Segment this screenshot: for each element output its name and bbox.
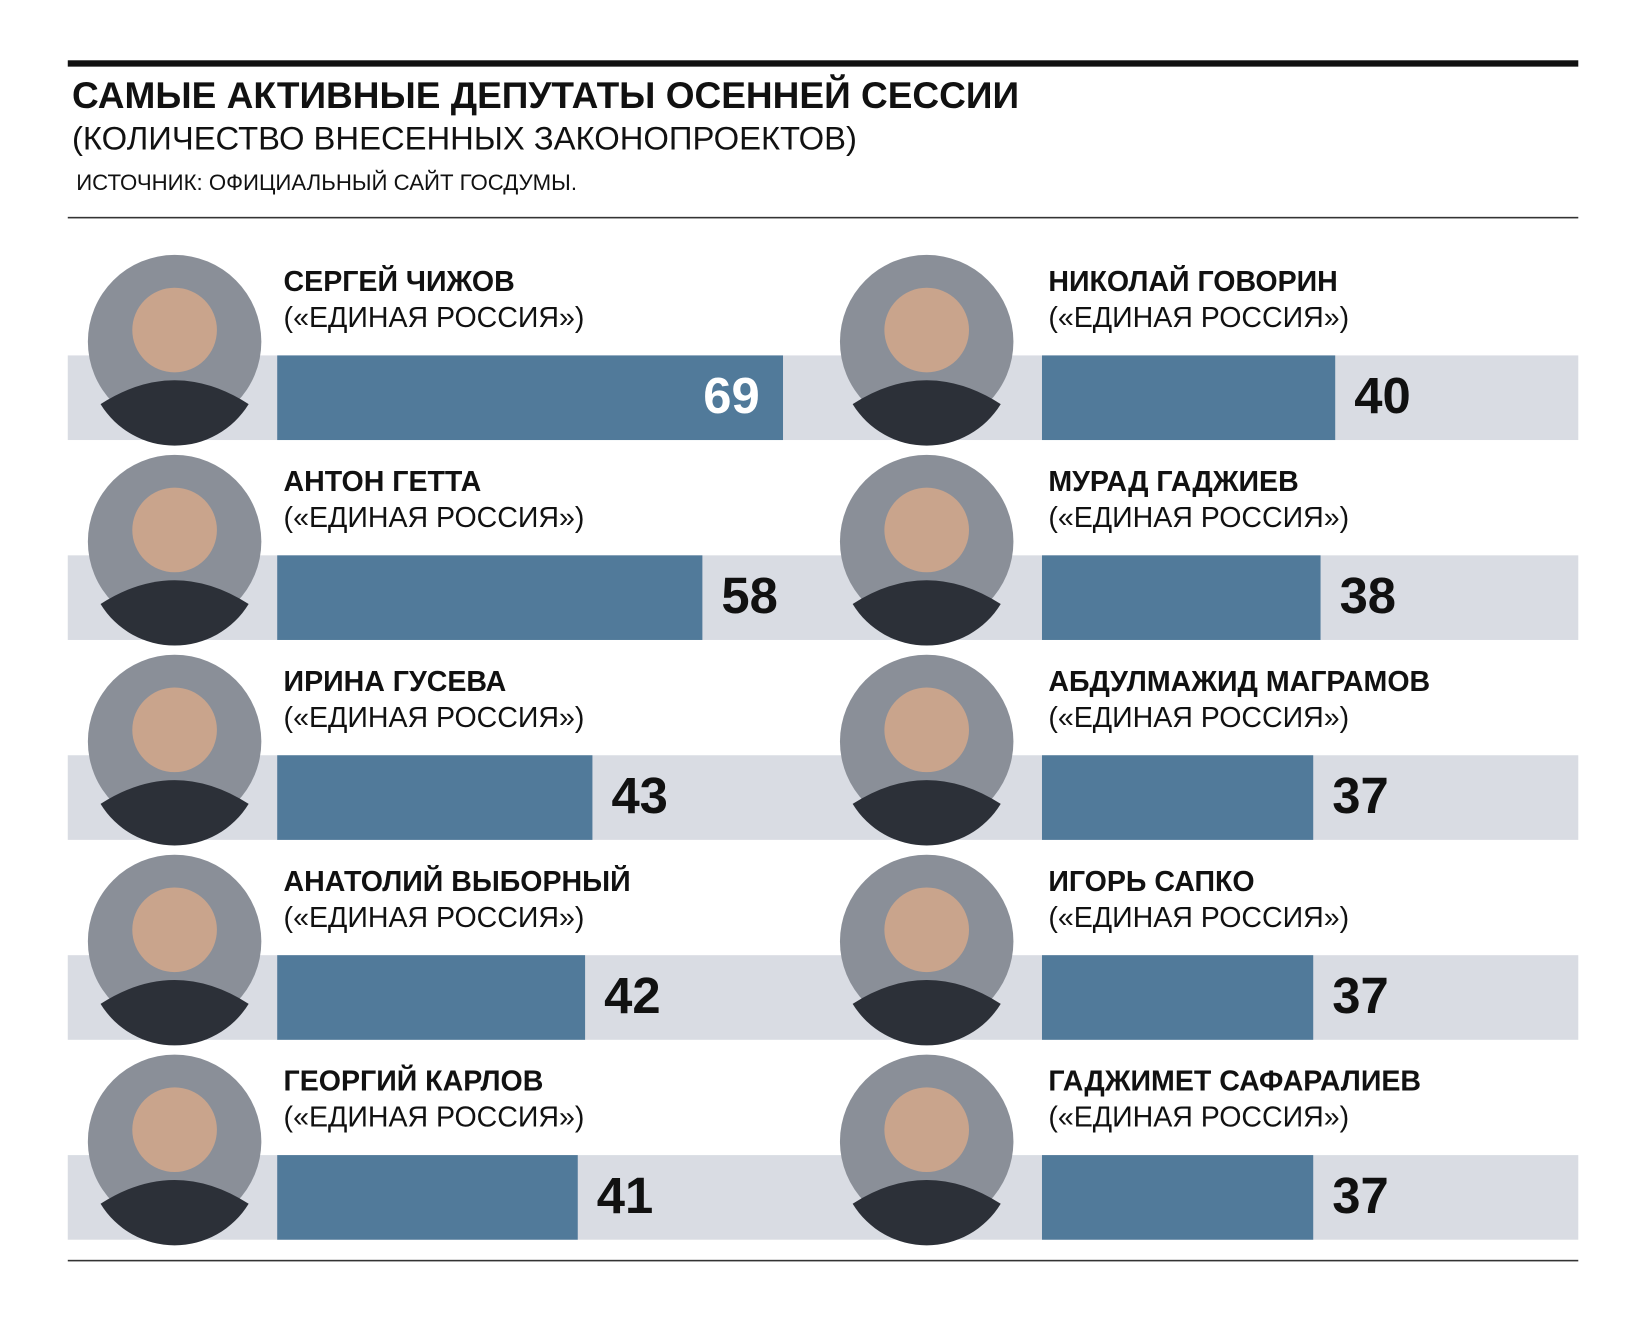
name: НИКОЛАЙ ГОВОРИН xyxy=(1048,266,1337,298)
photo-face xyxy=(884,287,970,373)
photo-body xyxy=(852,780,1001,846)
bar xyxy=(1041,355,1336,441)
photo-face xyxy=(884,887,970,973)
bar xyxy=(277,555,703,640)
bar xyxy=(1041,555,1321,640)
photo-body xyxy=(852,380,1001,446)
photo-face xyxy=(132,487,217,573)
bar xyxy=(277,355,784,441)
name: АНАТОЛИЙ ВЫБОРНЫЙ xyxy=(284,866,631,898)
rule xyxy=(67,1259,1579,1262)
party: («ЕДИНАЯ РОССИЯ») xyxy=(284,702,585,734)
photo-body xyxy=(100,780,249,846)
chart-title: САМЫЕ АКТИВНЫЕ ДЕПУТАТЫ ОСЕННЕЙ СЕССИИ xyxy=(72,74,1019,116)
name: АНТОН ГЕТТА xyxy=(284,466,482,498)
photo-body xyxy=(100,980,249,1046)
photo-face xyxy=(884,687,970,773)
value-label: 40 xyxy=(1354,367,1410,424)
bar xyxy=(277,755,593,840)
value-label: 37 xyxy=(1332,1167,1388,1224)
party: («ЕДИНАЯ РОССИЯ») xyxy=(1048,902,1349,934)
party: («ЕДИНАЯ РОССИЯ») xyxy=(1048,702,1349,734)
photo-face xyxy=(884,1087,970,1173)
photo-face xyxy=(132,287,217,373)
name: ГАДЖИМЕТ САФАРАЛИЕВ xyxy=(1048,1066,1421,1098)
value-label: 41 xyxy=(597,1167,653,1224)
photo-body xyxy=(852,980,1001,1046)
value-label: 58 xyxy=(721,567,777,624)
name: МУРАД ГАДЖИЕВ xyxy=(1048,466,1298,498)
party: («ЕДИНАЯ РОССИЯ») xyxy=(284,502,585,534)
value-label: 43 xyxy=(611,767,667,824)
name: ГЕОРГИЙ КАРЛОВ xyxy=(284,1066,544,1098)
photo-face xyxy=(132,887,217,973)
photo-body xyxy=(100,580,249,646)
photo-face xyxy=(132,1087,217,1173)
photo-body xyxy=(852,1179,1001,1246)
bar xyxy=(1041,755,1314,840)
photo-body xyxy=(100,380,249,446)
bar xyxy=(1041,1155,1314,1240)
source: ИСТОЧНИК: ОФИЦИАЛЬНЫЙ САЙТ ГОСДУМЫ. xyxy=(76,170,577,195)
party: («ЕДИНАЯ РОССИЯ») xyxy=(284,1102,585,1134)
value-label: 37 xyxy=(1332,967,1388,1024)
chart-subtitle: (КОЛИЧЕСТВО ВНЕСЕННЫХ ЗАКОНОПРОЕКТОВ) xyxy=(72,119,857,156)
party: («ЕДИНАЯ РОССИЯ») xyxy=(284,902,585,934)
rule xyxy=(67,216,1579,219)
value-label: 38 xyxy=(1340,567,1396,624)
value-label: 37 xyxy=(1332,767,1388,824)
photo-face xyxy=(132,687,217,773)
name: СЕРГЕЙ ЧИЖОВ xyxy=(284,266,515,298)
party: («ЕДИНАЯ РОССИЯ») xyxy=(1048,502,1349,534)
photo-body xyxy=(100,1179,249,1246)
name: АБДУЛМАЖИД МАГРАМОВ xyxy=(1048,666,1430,698)
rows: 69 СЕРГЕЙ ЧИЖОВ («ЕДИНАЯ РОССИЯ») 58 АНТОН Г… xyxy=(67,254,1579,1246)
value-label: 69 xyxy=(703,367,759,424)
top-rule xyxy=(67,60,1579,67)
bar xyxy=(277,1155,578,1240)
value-label: 42 xyxy=(604,967,660,1024)
name: ИРИНА ГУСЕВА xyxy=(284,666,507,698)
party: («ЕДИНАЯ РОССИЯ») xyxy=(1048,1102,1349,1134)
name: ИГОРЬ САПКО xyxy=(1048,866,1254,898)
bar xyxy=(277,955,586,1040)
photo-face xyxy=(884,487,970,573)
party: («ЕДИНАЯ РОССИЯ») xyxy=(284,302,585,334)
bar xyxy=(1041,955,1314,1040)
photo-body xyxy=(852,580,1001,646)
party: («ЕДИНАЯ РОССИЯ») xyxy=(1048,302,1349,334)
